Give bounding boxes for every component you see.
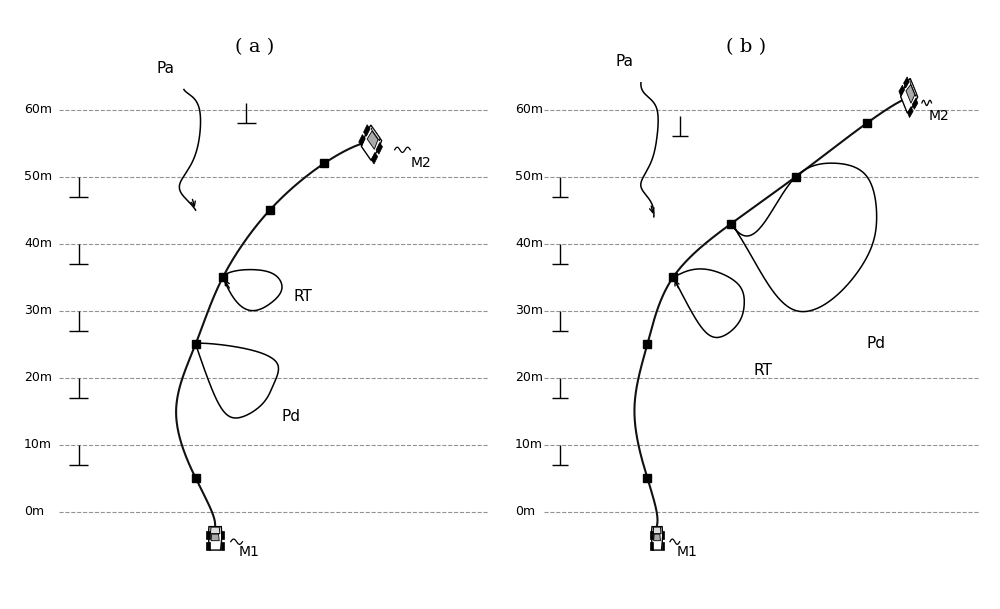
Text: 50m: 50m [515,170,543,183]
Text: M1: M1 [239,545,259,558]
Polygon shape [364,125,370,136]
Text: RT: RT [754,362,773,378]
Polygon shape [904,77,909,88]
Text: ( a ): ( a ) [235,38,274,56]
Polygon shape [906,85,915,104]
Text: 40m: 40m [515,237,543,250]
FancyBboxPatch shape [206,541,210,550]
FancyBboxPatch shape [650,530,653,539]
Text: M2: M2 [410,157,431,170]
Text: 20m: 20m [24,371,52,384]
Text: 30m: 30m [24,304,52,317]
Text: 10m: 10m [515,438,543,451]
Polygon shape [912,98,918,110]
Polygon shape [908,107,913,118]
FancyBboxPatch shape [221,530,224,539]
Text: 40m: 40m [24,237,52,250]
Text: 60m: 60m [24,103,52,116]
Polygon shape [208,527,222,550]
FancyBboxPatch shape [650,541,653,550]
Text: 50m: 50m [24,170,52,183]
FancyBboxPatch shape [206,530,210,539]
Polygon shape [651,527,663,550]
Text: 60m: 60m [515,103,543,116]
Text: 30m: 30m [515,304,543,317]
Polygon shape [653,527,661,533]
Polygon shape [376,143,382,154]
Polygon shape [654,534,660,541]
Text: Pd: Pd [867,336,886,351]
Polygon shape [359,135,365,146]
FancyBboxPatch shape [662,530,664,539]
Polygon shape [901,79,918,113]
Text: Pa: Pa [157,61,175,76]
Text: 0m: 0m [24,505,44,518]
Text: M1: M1 [676,545,697,558]
FancyBboxPatch shape [662,541,664,550]
Polygon shape [211,534,219,541]
Text: Pa: Pa [615,54,633,69]
FancyBboxPatch shape [221,541,224,550]
Text: Pd: Pd [281,409,300,424]
Text: M2: M2 [928,110,949,123]
Text: 20m: 20m [515,371,543,384]
Polygon shape [371,152,378,164]
Polygon shape [210,527,220,533]
Polygon shape [371,128,380,141]
Polygon shape [361,125,382,160]
Polygon shape [899,85,904,96]
Text: 10m: 10m [24,438,52,451]
Text: ( b ): ( b ) [726,38,766,56]
Polygon shape [910,82,916,96]
Text: RT: RT [293,289,312,304]
Text: 0m: 0m [515,505,535,518]
Polygon shape [367,131,378,149]
